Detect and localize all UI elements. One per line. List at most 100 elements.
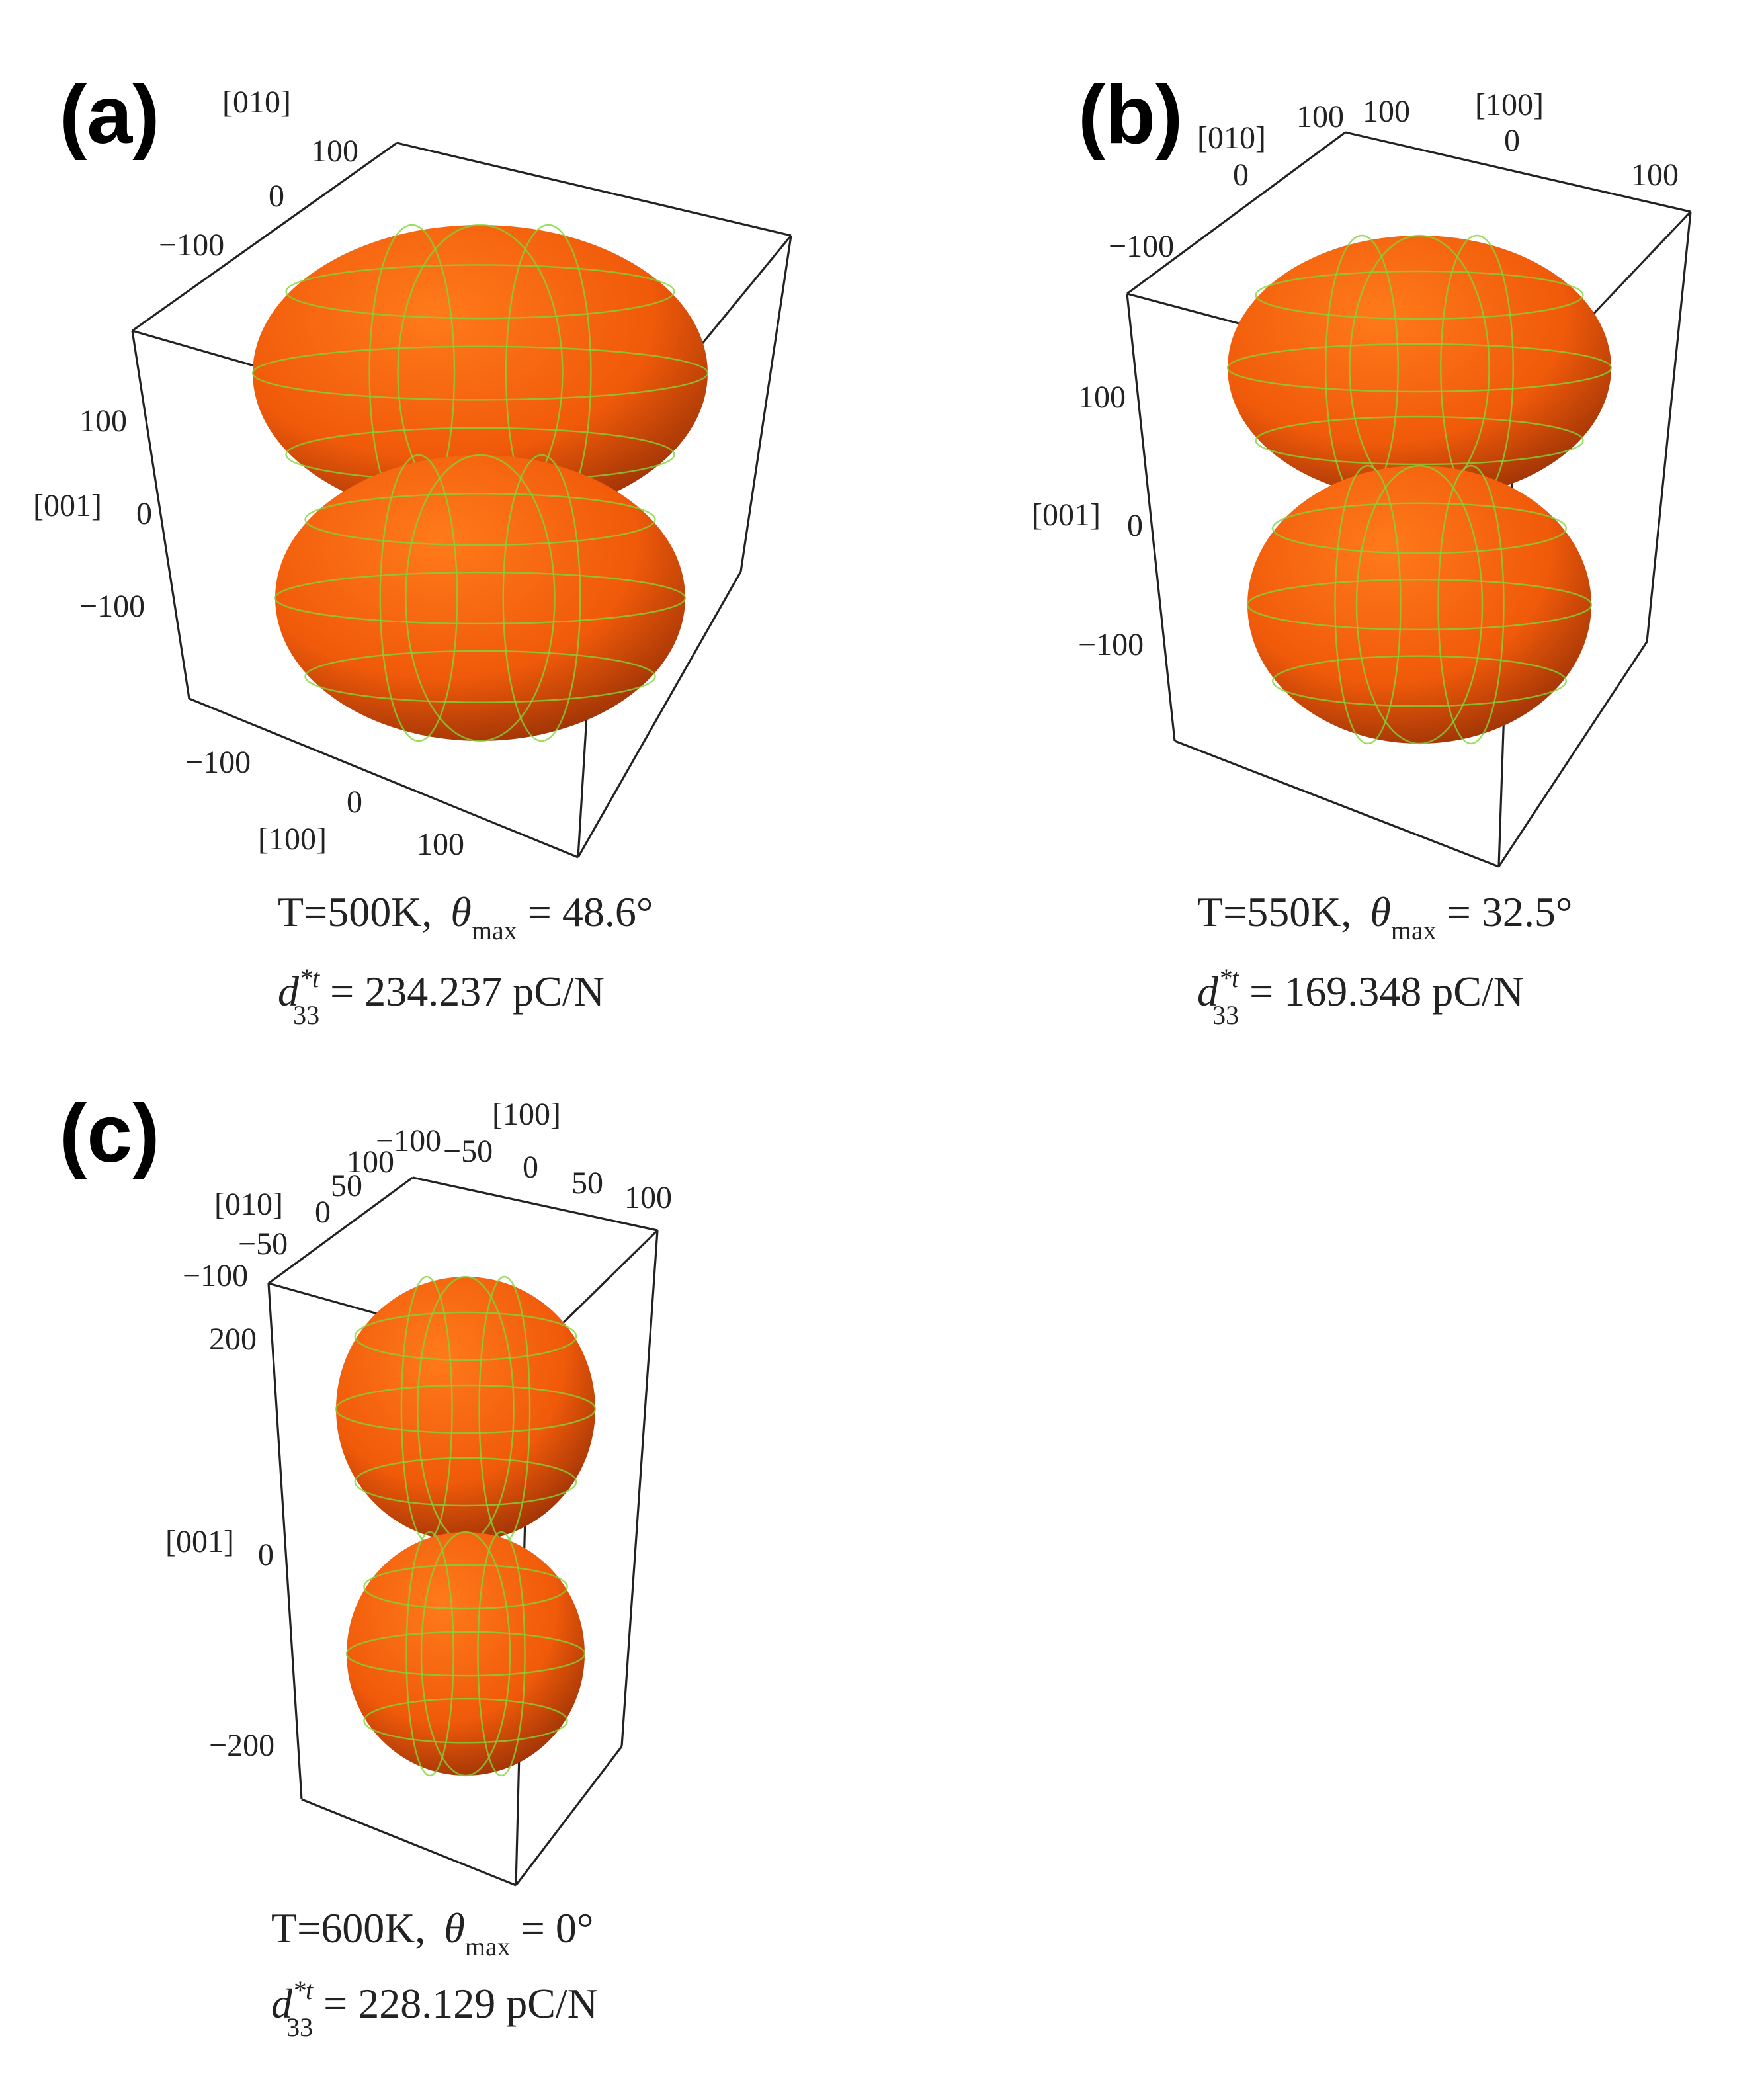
panel-label: (a) [60, 69, 160, 161]
theta_sub: max [472, 916, 517, 945]
lobe [1247, 466, 1591, 744]
axis-title: [100] [258, 822, 327, 857]
caption-line: T=550K, θmax = 32.5° [1197, 888, 1572, 945]
box-edge [268, 1176, 413, 1285]
d: d [278, 968, 300, 1015]
lobe [347, 1532, 585, 1776]
box-edge [396, 142, 792, 237]
tick-label: 100 [1363, 94, 1410, 129]
box-edge [189, 697, 579, 859]
box-edge [267, 1283, 303, 1800]
tick-label: −100 [79, 589, 145, 624]
panel-label: (c) [60, 1088, 160, 1179]
lobe-grid [251, 345, 709, 401]
box-edge [739, 235, 792, 572]
d_sup: *t [299, 963, 320, 993]
lobe-grid [354, 1311, 577, 1361]
caption-line: d*t 33 = 228.129 pC/N [271, 1975, 598, 2042]
tick-label: 50 [331, 1168, 362, 1203]
tick-label: −200 [209, 1728, 274, 1763]
tick-label: 100 [1631, 157, 1679, 193]
lobe-grid [345, 1631, 586, 1677]
caption-line: d*t 33 = 169.348 pC/N [1197, 963, 1524, 1030]
d: d [1197, 968, 1219, 1015]
tick-label: 0 [1127, 508, 1143, 543]
theta_sub: max [465, 1932, 511, 1961]
lobe-grid [405, 454, 556, 742]
d_sub: 33 [293, 1000, 319, 1030]
tick-label: 100 [624, 1180, 672, 1215]
tick-label: −100 [185, 745, 251, 780]
lobe-grid [379, 454, 458, 742]
lobe [253, 225, 708, 521]
box-edge [131, 330, 190, 699]
tick-label: 200 [209, 1322, 257, 1357]
theta: θ [1370, 888, 1390, 935]
tick-label: 50 [571, 1166, 603, 1201]
box-edge [132, 142, 398, 332]
tick-label: 100 [347, 1144, 394, 1179]
axis-title: [100] [492, 1097, 561, 1132]
tick-label: −100 [376, 1123, 441, 1158]
d: d [271, 1980, 293, 2027]
lobe-grid [405, 1531, 454, 1777]
box-edge [301, 1798, 517, 1887]
axis-title: [001] [1032, 497, 1101, 533]
d_sup: *t [1218, 963, 1239, 993]
tick-label: −100 [1078, 627, 1144, 662]
caption-line: d*t 33 = 234.237 pC/N [278, 963, 605, 1030]
temperature: T=600K, [271, 1905, 425, 1951]
lobe-grid [1271, 655, 1568, 707]
tick-label: 0 [1504, 123, 1520, 158]
axis-title: [100] [1475, 87, 1544, 122]
box-edge [1345, 131, 1691, 213]
box-edge [1646, 211, 1692, 642]
box-edge [515, 1746, 623, 1886]
tick-label: −100 [183, 1258, 248, 1293]
tick-label: 0 [523, 1150, 538, 1185]
axis-title: [001] [33, 488, 102, 523]
lobe-grid [274, 571, 687, 625]
lobe-grid [502, 454, 581, 742]
lobe-grid [1255, 415, 1584, 466]
d_sub: 33 [286, 2012, 313, 2042]
temperature: T=550K, [1197, 888, 1351, 935]
lobe-grid [1246, 579, 1593, 631]
tick-label: 0 [136, 496, 152, 531]
lobe-grid [1437, 464, 1505, 745]
tick-label: 0 [315, 1195, 331, 1230]
panel: (a) [010][001][100]1000−1001000−100−10001… [33, 69, 792, 1030]
d_value: = 169.348 pC/N [1249, 968, 1524, 1015]
tick-label: 0 [347, 785, 362, 820]
lobe-grid [304, 650, 656, 703]
tick-label: 0 [258, 1537, 274, 1572]
tick-label: 100 [311, 134, 358, 169]
theta: θ [450, 888, 471, 935]
tick-label: −100 [159, 228, 224, 263]
box-edge [1126, 131, 1346, 295]
d_value: = 234.237 pC/N [330, 968, 605, 1015]
theta_sub: max [1391, 916, 1437, 945]
box-edge [1497, 641, 1648, 867]
lobe-grid [335, 1384, 597, 1434]
box-edge [577, 571, 742, 858]
lobe [275, 455, 685, 741]
theta_value: = 48.6° [528, 888, 653, 935]
temperature: T=500K, [278, 888, 432, 935]
tick-label: 100 [1078, 380, 1126, 415]
axis-title: [010] [222, 85, 291, 120]
lobe-grid [363, 1697, 568, 1744]
caption-line: T=600K, θmax = 0° [271, 1905, 593, 1961]
tick-label: 0 [1233, 157, 1249, 193]
box-edge [620, 1230, 659, 1747]
theta_value: = 0° [521, 1905, 594, 1951]
tick-label: 100 [417, 827, 464, 862]
lobe-grid [420, 1531, 511, 1777]
lobe [336, 1277, 595, 1541]
panel-label: (b) [1078, 69, 1183, 161]
box-edge [1126, 293, 1176, 742]
theta: θ [444, 1905, 464, 1951]
tick-label: 0 [269, 179, 284, 214]
